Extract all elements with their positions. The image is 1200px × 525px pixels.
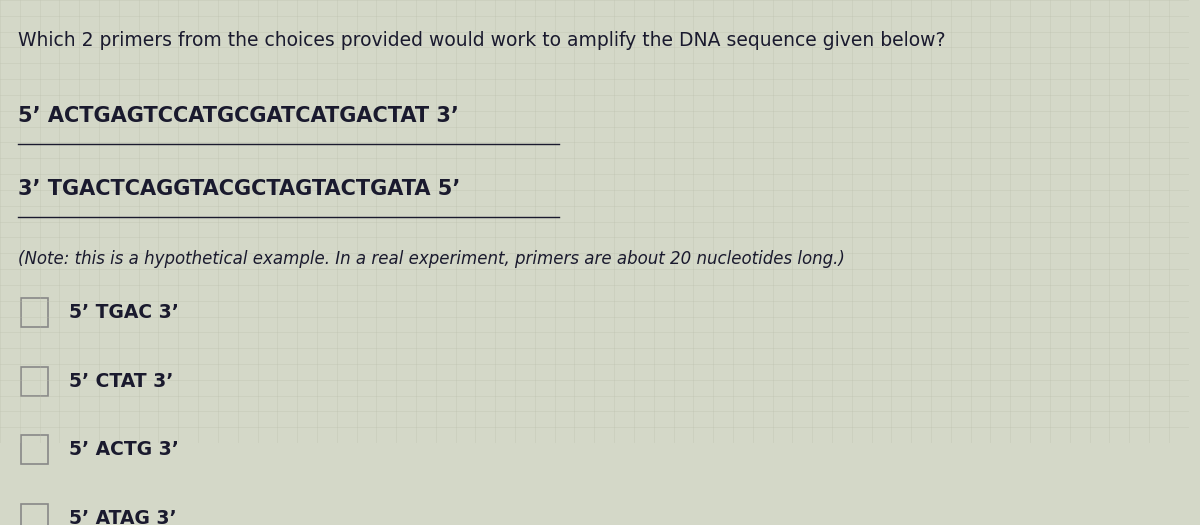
Text: (Note: this is a hypothetical example. In a real experiment, primers are about 2: (Note: this is a hypothetical example. I… — [18, 250, 845, 268]
Text: 3’ TGACTCAGGTACGCTAGTACTGATA 5’: 3’ TGACTCAGGTACGCTAGTACTGATA 5’ — [18, 180, 461, 200]
Text: 5’ TGAC 3’: 5’ TGAC 3’ — [68, 303, 179, 322]
Text: 5’ ACTGAGTCCATGCGATCATGACTAT 3’: 5’ ACTGAGTCCATGCGATCATGACTAT 3’ — [18, 107, 458, 127]
Text: 5’ ACTG 3’: 5’ ACTG 3’ — [68, 440, 179, 459]
Text: 5’ ATAG 3’: 5’ ATAG 3’ — [68, 509, 176, 525]
Text: Which 2 primers from the choices provided would work to amplify the DNA sequence: Which 2 primers from the choices provide… — [18, 31, 946, 50]
Text: 5’ CTAT 3’: 5’ CTAT 3’ — [68, 372, 173, 391]
